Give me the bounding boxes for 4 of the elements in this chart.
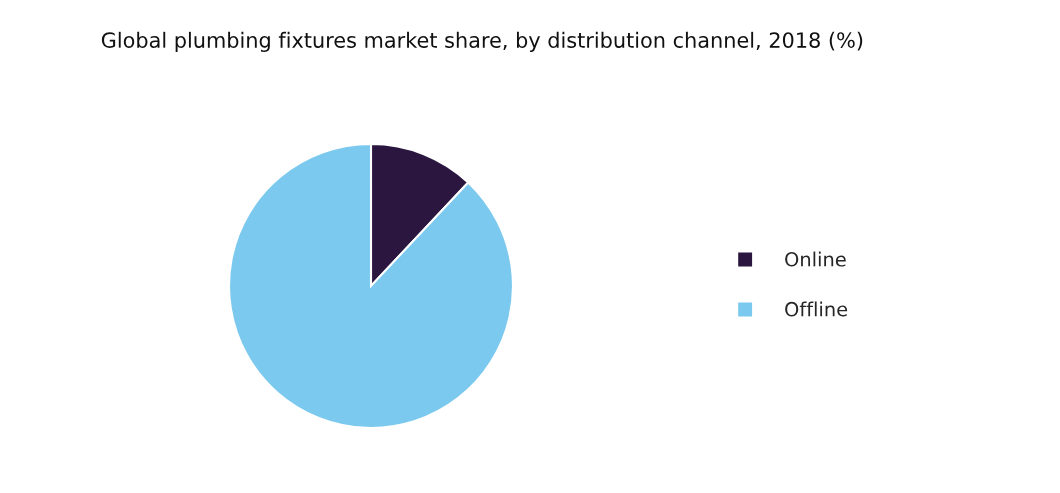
pie-slice xyxy=(227,142,515,429)
chart-title: Global plumbing fixtures market share, by distribution channel, 2018 (%) xyxy=(101,31,863,52)
legend-label: Offline xyxy=(785,301,848,317)
legend-label: Online xyxy=(785,251,846,267)
